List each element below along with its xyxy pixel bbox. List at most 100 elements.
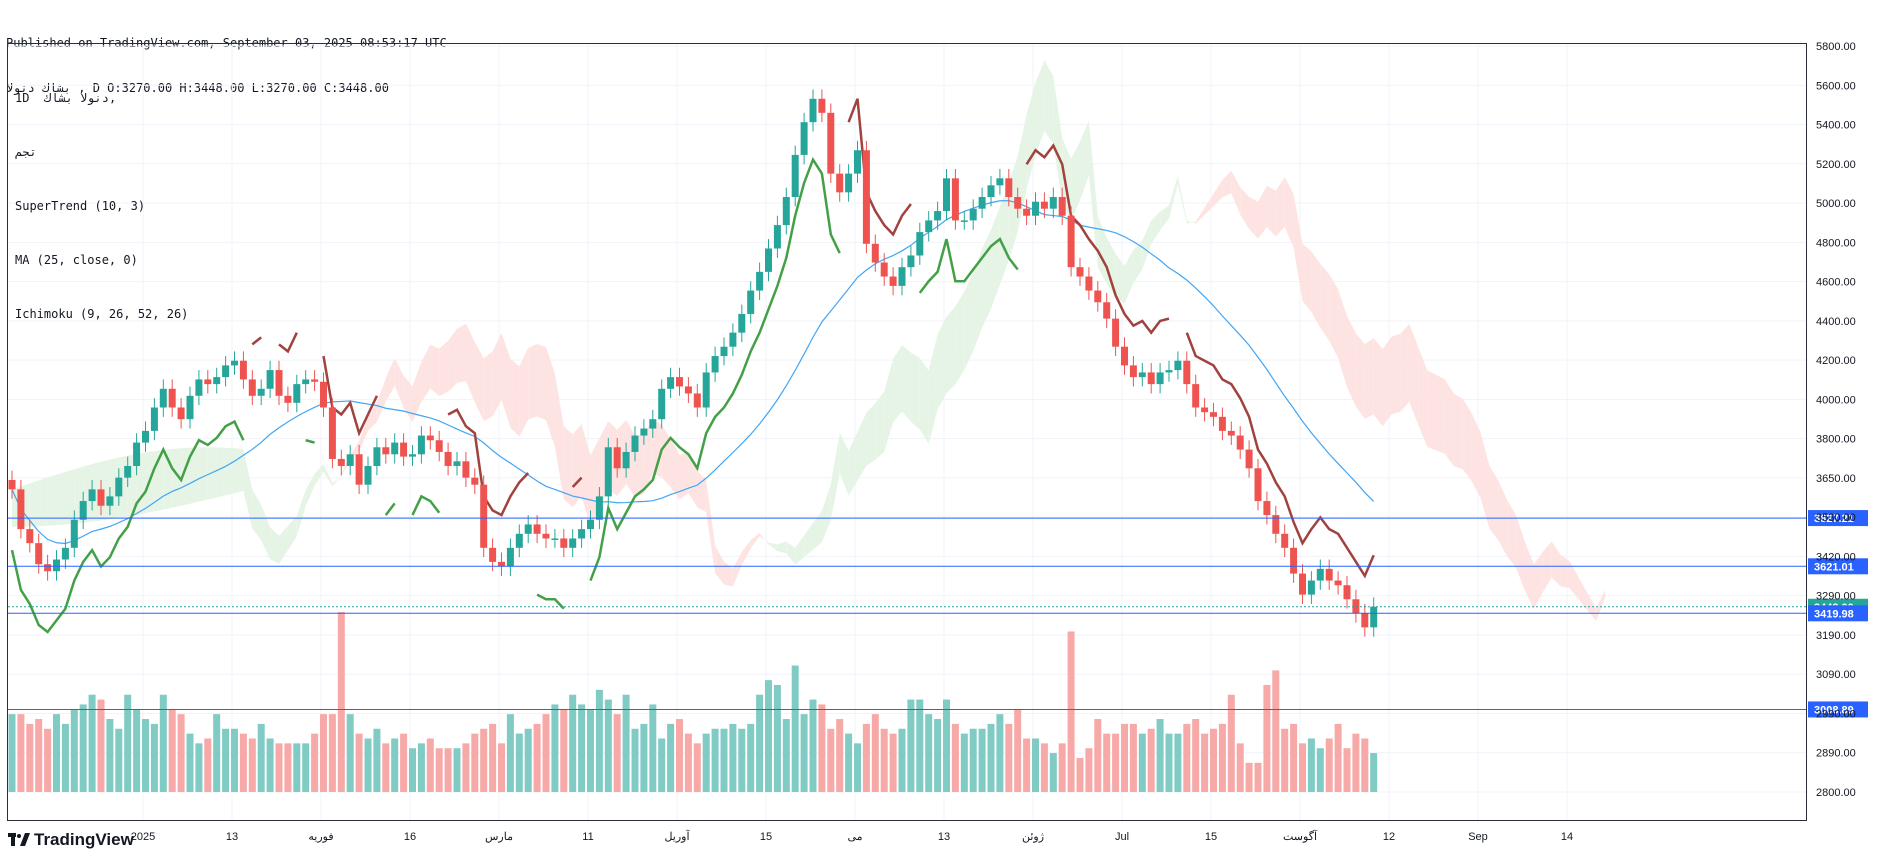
volume-bar [1103,733,1111,792]
ichimoku-cloud-segment [919,357,929,444]
ichimoku-cloud-segment [1587,592,1597,622]
volume-bar [1299,743,1306,792]
ichimoku-cloud-segment [1231,170,1241,215]
ichimoku-cloud-segment [287,516,297,551]
ichimoku-cloud-segment [1560,554,1570,589]
ichimoku-cloud-segment [1551,541,1561,587]
candle-body [53,559,60,572]
ichimoku-cloud-segment [1284,177,1294,248]
candle-body [417,435,425,455]
volume-bar [587,709,594,792]
ichimoku-cloud-segment [305,473,315,507]
volume-bar [293,743,301,792]
ichimoku-cloud-segment [848,431,858,496]
ichimoku-cloud-segment [492,332,502,417]
ichimoku-cloud-segment [999,183,1009,285]
candle-body [275,370,283,396]
volume-bar [1361,738,1369,792]
volume-bar [97,699,105,792]
volume-bar [702,733,710,792]
footer-brand[interactable]: TradingView [8,830,134,850]
ichimoku-cloud-segment [857,412,867,481]
y-tick-label: 4200.00 [1816,355,1856,367]
volume-bar [880,728,888,792]
ichimoku-cloud-segment [448,328,457,392]
ichimoku-cloud-segment [92,461,101,522]
ichimoku-cloud-segment [457,323,466,383]
volume-bar [533,723,541,792]
candle-body [1334,580,1342,586]
volume-bar [907,699,915,792]
ichimoku-cloud-segment [581,423,591,527]
ichimoku-cloud-segment [643,418,653,494]
volume-bar [898,728,906,792]
candle-body [1058,197,1066,216]
x-tick-label: 16 [404,831,416,843]
ichimoku-cloud-segment [1507,500,1517,568]
candle-body [889,276,897,286]
volume-bar [426,738,434,792]
candle-body [1067,215,1075,268]
candle-body [248,379,256,396]
x-tick-label: 14 [1561,831,1573,843]
y-tick-label: 4000.00 [1816,394,1856,406]
candle-body [44,564,52,572]
ichimoku-cloud-segment [991,206,1000,309]
x-tick-label: ﻣﯽ [847,831,862,843]
price-label: 3827.21 [1814,513,1854,525]
candle-body [88,489,96,502]
ichimoku-cloud-segment [1364,338,1374,419]
volume-bar [346,714,354,792]
legend-symbol[interactable]: 1D ﺩﻧﻮﻻ ﺑﺸﺎﻙ, [15,91,117,105]
volume-bar [409,748,416,792]
volume-bar [640,723,648,792]
candle-body [969,208,977,221]
candle-body [1121,346,1128,366]
ichimoku-cloud-segment [804,523,813,558]
candle-body [177,407,185,420]
legend-supertrend[interactable]: SuperTrend (10, 3) [15,199,146,213]
candle-body [302,379,310,385]
x-tick-label: 11 [582,831,593,843]
candle-body [1343,585,1351,600]
candle-body [355,454,363,485]
candle-body [702,372,710,408]
volume-bar [204,738,212,792]
candle-body [1138,372,1146,378]
candle-body [346,454,354,466]
volume-bar [150,723,158,792]
candle-body [293,384,301,403]
volume-bar [560,709,568,792]
y-tick-label: 4800.00 [1816,237,1856,249]
volume-bar [328,714,336,792]
ichimoku-cloud-segment [483,351,493,422]
ichimoku-cloud-segment [1293,194,1303,301]
ichimoku-cloud-segment [430,344,440,397]
candle-body [435,440,443,452]
volume-bar [115,728,123,792]
ichimoku-cloud-segment [172,448,182,508]
volume-bar [177,714,185,792]
legend-ichimoku[interactable]: Ichimoku (9, 26, 52, 26) [15,307,189,321]
volume-bar [1138,733,1146,792]
volume-bar [195,743,203,792]
volume-bar [1254,762,1262,792]
supertrend-line [536,593,565,610]
volume-bar [355,733,363,792]
y-tick-label: 3290.00 [1816,591,1856,603]
candle-body [898,267,906,286]
ichimoku-cloud-segment [1080,120,1089,201]
x-tick-label: ﻓﻮﺭﯾﻪ [308,831,333,843]
volume-bar [17,714,25,792]
volume-bar [53,714,60,792]
ichimoku-cloud-segment [813,510,822,550]
volume-bar [1272,670,1280,792]
legend-ma[interactable]: MA (25, close, 0) [15,253,138,267]
ichimoku-cloud-segment [1373,338,1383,427]
ichimoku-cloud-segment [1240,187,1250,230]
volume-bar [133,709,141,792]
candle-body [818,98,826,113]
supertrend-line [384,502,396,516]
volume-bar [1121,723,1128,792]
